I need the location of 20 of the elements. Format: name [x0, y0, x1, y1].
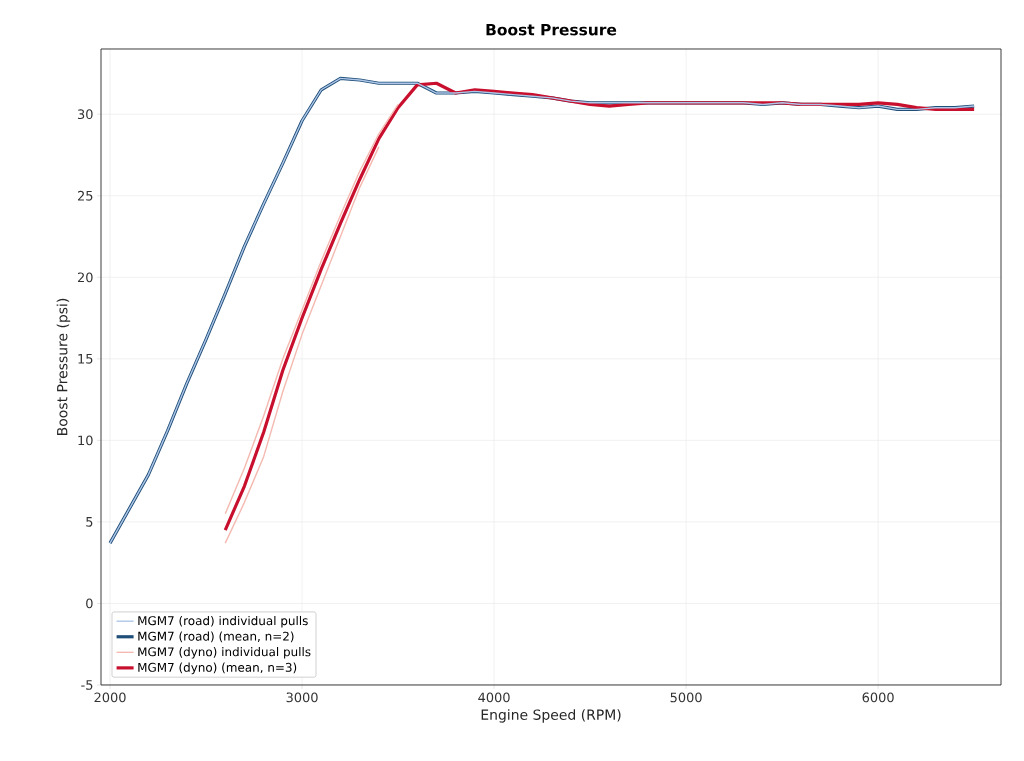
legend-label: MGM7 (dyno) individual pulls [138, 647, 311, 659]
x-tick-label: 5000 [670, 692, 702, 703]
x-axis-title: Engine Speed (RPM) [481, 709, 621, 723]
chart-title: Boost Pressure [486, 24, 617, 36]
y-tick-label: 15 [78, 354, 93, 364]
y-tick-label: 5 [86, 517, 93, 527]
y-tick-label: 30 [77, 109, 93, 120]
y-tick-label: 20 [77, 272, 93, 283]
y-tick-label: 10 [78, 435, 93, 446]
x-tick-label: 3000 [286, 692, 318, 703]
x-tick-label: 6000 [862, 692, 894, 703]
y-tick-label: -5 [81, 680, 93, 690]
legend-label: MGM7 (road) individual pulls [138, 615, 308, 628]
x-tick-label: 2000 [94, 692, 126, 703]
legend-label: MGM7 (road) (mean, n=2) [138, 631, 294, 643]
x-tick-label: 4000 [478, 692, 510, 703]
legend-label: MGM7 (dyno) (mean, n=3) [138, 662, 297, 675]
y-tick-label: 25 [77, 190, 93, 201]
y-tick-label: 0 [86, 598, 93, 609]
y-axis-title: Boost Pressure (psi) [56, 298, 71, 435]
